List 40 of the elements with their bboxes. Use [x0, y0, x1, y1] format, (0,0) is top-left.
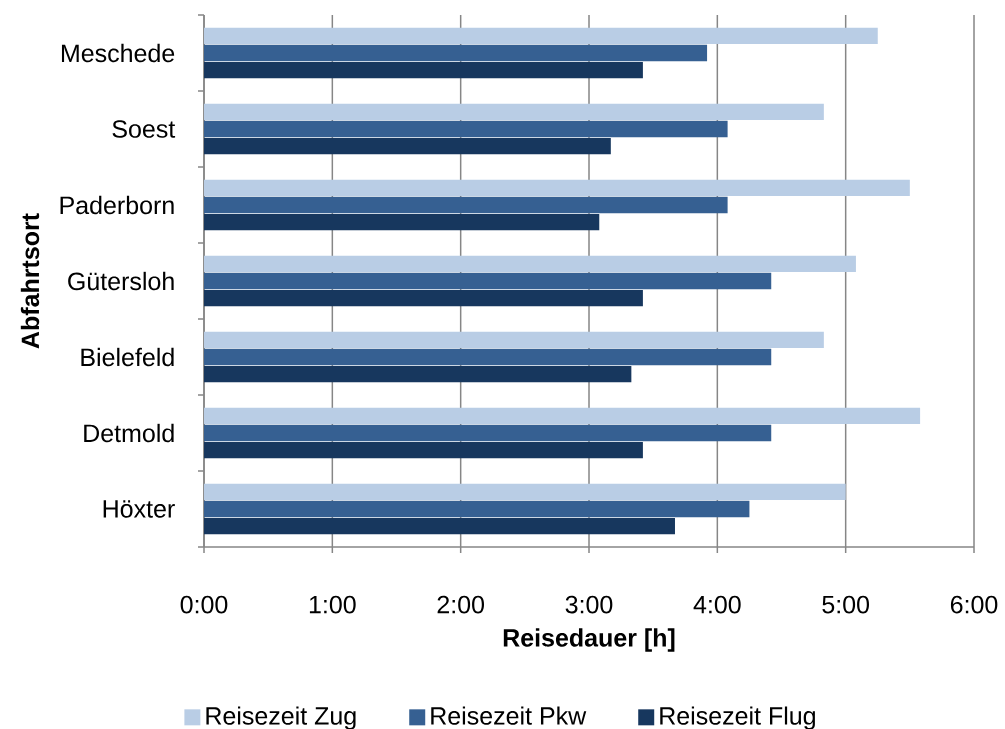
bar [204, 137, 611, 155]
bar [204, 500, 750, 518]
x-tick-label: 0:00 [180, 595, 228, 614]
x-tick-label: 1:00 [309, 595, 356, 614]
y-tick-label: Detmold [84, 423, 174, 443]
bar [204, 103, 824, 121]
bar [204, 517, 675, 535]
bar [204, 213, 600, 231]
bar [204, 179, 910, 197]
bar [204, 365, 632, 383]
legend-label: Reisezeit Zug [206, 706, 356, 729]
x-tick-label: 2:00 [437, 595, 485, 614]
legend-label: Reisezeit Flug [660, 706, 815, 729]
bar [204, 407, 921, 425]
y-tick-label: Bielefeld [81, 347, 174, 367]
bar [204, 44, 708, 62]
bar [204, 196, 728, 214]
y-tick-label: Meschede [61, 43, 175, 63]
x-axis-title: Reisedauer [h] [503, 628, 675, 652]
y-tick-label: Paderborn [60, 195, 174, 215]
bar [204, 272, 772, 290]
y-tick-label: Soest [112, 120, 176, 138]
bar [204, 441, 643, 459]
legend-label: Reisezeit Pkw [431, 706, 587, 725]
bar [204, 424, 772, 442]
x-tick-label: 3:00 [565, 595, 613, 614]
y-tick-label: Höxter [103, 500, 175, 518]
bar [204, 331, 824, 349]
x-tick-label: 6:00 [950, 595, 998, 614]
bar [204, 255, 856, 273]
x-tick-label: 4:00 [693, 595, 741, 614]
bar [204, 120, 728, 138]
bar [204, 27, 878, 45]
y-axis-title: Abfahrtsort [20, 213, 40, 349]
y-tick-label: Gütersloh [68, 271, 174, 291]
bar [204, 348, 772, 366]
x-tick-label: 5:00 [822, 595, 870, 614]
bar [204, 483, 846, 501]
bar [204, 289, 643, 307]
bar [204, 61, 643, 79]
